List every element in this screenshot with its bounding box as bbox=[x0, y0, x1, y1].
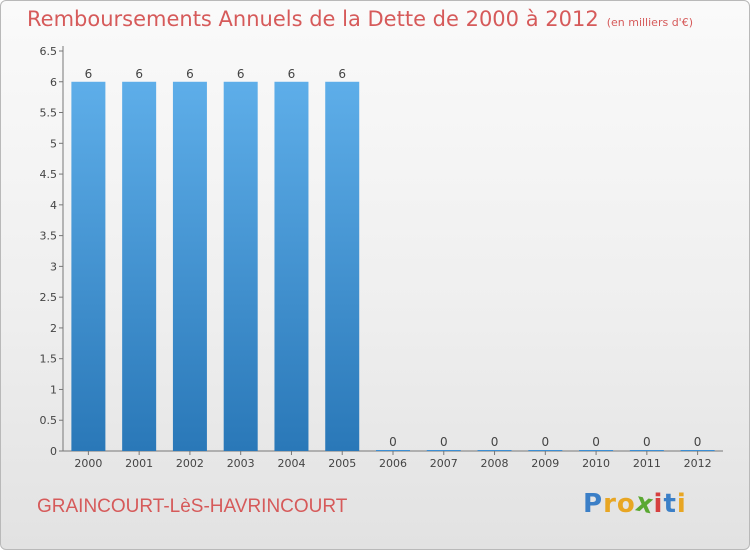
x-tick-label: 2003 bbox=[227, 457, 255, 470]
x-tick-label: 2009 bbox=[531, 457, 559, 470]
chart-subtitle: (en milliers d'€) bbox=[606, 16, 693, 29]
y-tick-label: 6 bbox=[50, 76, 57, 89]
y-tick-label: 3.5 bbox=[40, 230, 58, 243]
bar-2011 bbox=[629, 450, 664, 451]
proxiti-logo: Proxiti bbox=[583, 487, 687, 520]
data-label-2002: 6 bbox=[186, 67, 194, 81]
data-label-2001: 6 bbox=[135, 67, 143, 81]
x-tick-label: 2002 bbox=[176, 457, 204, 470]
bar-series bbox=[71, 81, 715, 452]
x-axis: 2000 2001 2002 2003 2004 2005 2006 2007 2008 2009… bbox=[63, 450, 723, 470]
data-label-2009: 0 bbox=[541, 435, 549, 449]
bar-2010 bbox=[579, 450, 614, 451]
chart-title-text: Remboursements Annuels de la Dette de 20… bbox=[27, 7, 599, 31]
y-tick-label: 5 bbox=[50, 137, 57, 150]
bar-2008 bbox=[477, 450, 512, 451]
y-tick-label: 1.5 bbox=[40, 353, 58, 366]
data-label-2007: 0 bbox=[440, 435, 448, 449]
logo-letter: i bbox=[676, 489, 687, 519]
y-tick-label: 2.5 bbox=[40, 291, 58, 304]
x-tick-label: 2001 bbox=[125, 457, 153, 470]
x-tick-label: 2006 bbox=[379, 457, 407, 470]
chart-title: Remboursements Annuels de la Dette de 20… bbox=[27, 7, 693, 31]
x-tick-label: 2012 bbox=[684, 457, 712, 470]
x-tick-label: 2000 bbox=[74, 457, 102, 470]
bar-2012 bbox=[680, 450, 715, 451]
bar-2000 bbox=[71, 81, 106, 452]
bar-2007 bbox=[426, 450, 461, 451]
data-label-2000: 6 bbox=[85, 67, 93, 81]
bar-2001 bbox=[122, 81, 157, 452]
y-tick-label: 2 bbox=[50, 322, 57, 335]
bar-2006 bbox=[376, 450, 410, 451]
x-tick-label: 2004 bbox=[277, 457, 305, 470]
data-label-2011: 0 bbox=[643, 435, 651, 449]
y-tick-label: 1 bbox=[50, 383, 57, 396]
x-tick-label: 2007 bbox=[430, 457, 458, 470]
commune-name: GRAINCOURT-LèS-HAVRINCOURT bbox=[37, 496, 348, 517]
logo-letter: P bbox=[583, 489, 604, 519]
data-labels: 6 6 6 6 6 6 0 0 0 0 0 0 0 bbox=[85, 67, 702, 449]
y-tick-label: 0.5 bbox=[40, 414, 58, 427]
bar-2005 bbox=[325, 81, 360, 452]
data-label-2006: 0 bbox=[389, 435, 397, 449]
y-tick-label: 0 bbox=[50, 445, 57, 458]
y-tick-label: 5.5 bbox=[40, 107, 58, 120]
y-tick-label: 6.5 bbox=[40, 45, 58, 58]
bar-2003 bbox=[223, 81, 258, 452]
y-tick-label: 4 bbox=[50, 199, 57, 212]
bar-2004 bbox=[274, 81, 309, 452]
y-tick-label: 4.5 bbox=[40, 168, 58, 181]
data-label-2003: 6 bbox=[237, 67, 245, 81]
data-label-2010: 0 bbox=[592, 435, 600, 449]
bar-2002 bbox=[172, 81, 207, 452]
logo-letter: i bbox=[653, 489, 664, 519]
x-tick-label: 2011 bbox=[633, 457, 661, 470]
x-tick-label: 2005 bbox=[328, 457, 356, 470]
logo-letter: o bbox=[616, 489, 636, 519]
x-tick-label: 2010 bbox=[582, 457, 610, 470]
y-tick-label: 3 bbox=[50, 260, 57, 273]
data-label-2012: 0 bbox=[694, 435, 702, 449]
y-axis: 0 0.5 1 1.5 2 2.5 3 3.5 4 4.5 5 5.5 6 6.5 bbox=[40, 45, 64, 458]
logo-letter: r bbox=[603, 489, 617, 519]
data-label-2005: 6 bbox=[338, 67, 346, 81]
data-label-2004: 6 bbox=[288, 67, 296, 81]
bar-2009 bbox=[528, 450, 563, 451]
data-label-2008: 0 bbox=[491, 435, 499, 449]
logo-letter: t bbox=[663, 489, 677, 519]
x-tick-label: 2008 bbox=[481, 457, 509, 470]
